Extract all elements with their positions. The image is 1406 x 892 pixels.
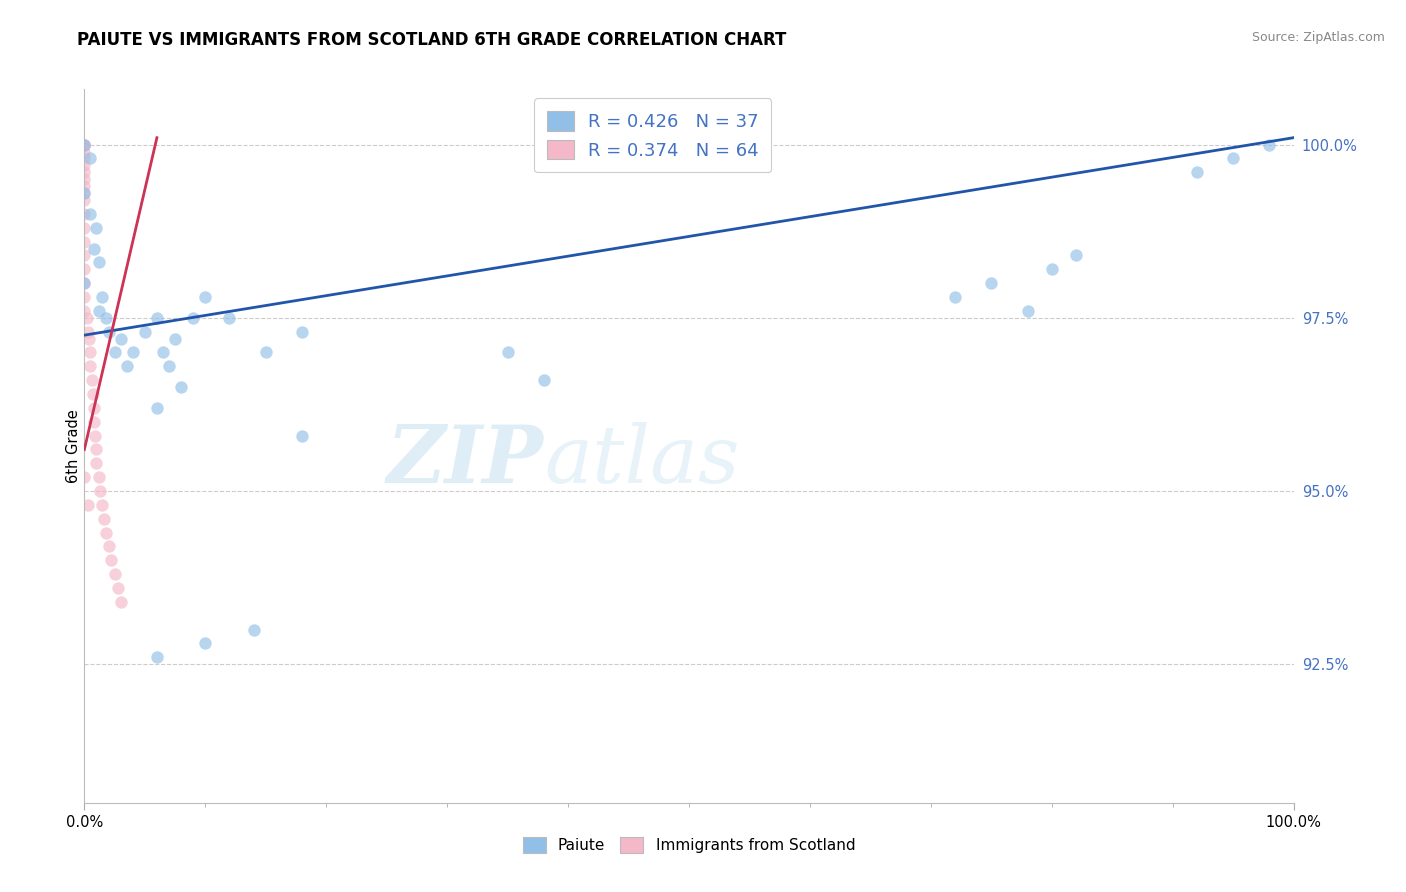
Point (146, 401, 169, 415)
Point (73, 137, 96, 152)
Point (1064, 248, 1087, 262)
Point (79, 345, 101, 359)
Point (84, 428, 107, 442)
Text: atlas: atlas (544, 422, 740, 499)
Point (254, 345, 277, 359)
Point (73, 276, 96, 290)
Text: PAIUTE VS IMMIGRANTS FROM SCOTLAND 6TH GRADE CORRELATION CHART: PAIUTE VS IMMIGRANTS FROM SCOTLAND 6TH G… (77, 31, 787, 49)
Text: Source: ZipAtlas.com: Source: ZipAtlas.com (1251, 31, 1385, 45)
Point (1258, 137, 1281, 152)
Point (73, 165, 96, 179)
Point (87, 255, 110, 269)
Point (121, 345, 143, 359)
Point (107, 581, 129, 595)
Point (1222, 152, 1244, 166)
Point (218, 310, 240, 325)
Point (115, 359, 138, 374)
Point (77, 325, 100, 339)
Point (86, 220, 108, 235)
Point (157, 359, 180, 374)
Point (73, 220, 96, 235)
Point (73, 207, 96, 221)
Point (77, 332, 100, 346)
Point (110, 595, 132, 609)
Point (73, 290, 96, 304)
Point (533, 373, 555, 387)
Point (97, 540, 120, 554)
Point (152, 345, 174, 359)
Point (82, 387, 104, 401)
Point (93, 512, 115, 526)
Point (1185, 165, 1208, 179)
Point (73, 137, 96, 152)
Point (86, 442, 108, 457)
Point (83, 242, 105, 256)
Point (73, 137, 96, 152)
Point (97, 325, 120, 339)
Point (73, 193, 96, 207)
Point (110, 332, 132, 346)
Point (104, 345, 127, 359)
Point (73, 137, 96, 152)
Point (73, 262, 96, 277)
Point (146, 310, 169, 325)
Point (100, 553, 122, 567)
Point (194, 636, 217, 650)
Point (980, 276, 1002, 290)
Point (80, 373, 103, 387)
Point (76, 310, 98, 325)
Point (146, 650, 169, 665)
Text: ZIP: ZIP (387, 422, 544, 499)
Point (73, 145, 96, 159)
Point (1040, 262, 1063, 277)
Point (73, 158, 96, 172)
Point (73, 172, 96, 186)
Point (291, 428, 314, 442)
Point (943, 290, 966, 304)
Point (73, 248, 96, 262)
Point (79, 359, 101, 374)
Point (87, 470, 110, 484)
Point (83, 401, 105, 415)
Point (94, 525, 117, 540)
Point (170, 380, 193, 394)
Point (165, 332, 187, 346)
Legend: Paiute, Immigrants from Scotland: Paiute, Immigrants from Scotland (516, 831, 862, 859)
Point (89, 483, 111, 498)
Point (77, 498, 100, 512)
Y-axis label: 6th Grade: 6th Grade (66, 409, 80, 483)
Point (73, 470, 96, 484)
Point (1017, 304, 1039, 318)
Point (83, 415, 105, 429)
Point (242, 623, 264, 637)
Point (73, 137, 96, 152)
Point (73, 179, 96, 194)
Point (181, 310, 204, 325)
Point (91, 290, 114, 304)
Point (79, 152, 101, 166)
Point (496, 345, 519, 359)
Point (73, 186, 96, 201)
Point (73, 152, 96, 166)
Point (86, 456, 108, 470)
Point (104, 567, 127, 582)
Point (73, 276, 96, 290)
Point (194, 290, 217, 304)
Point (79, 207, 101, 221)
Point (94, 310, 117, 325)
Point (87, 304, 110, 318)
Point (134, 325, 156, 339)
Point (73, 304, 96, 318)
Point (73, 235, 96, 249)
Point (291, 325, 314, 339)
Point (91, 498, 114, 512)
Point (73, 186, 96, 201)
